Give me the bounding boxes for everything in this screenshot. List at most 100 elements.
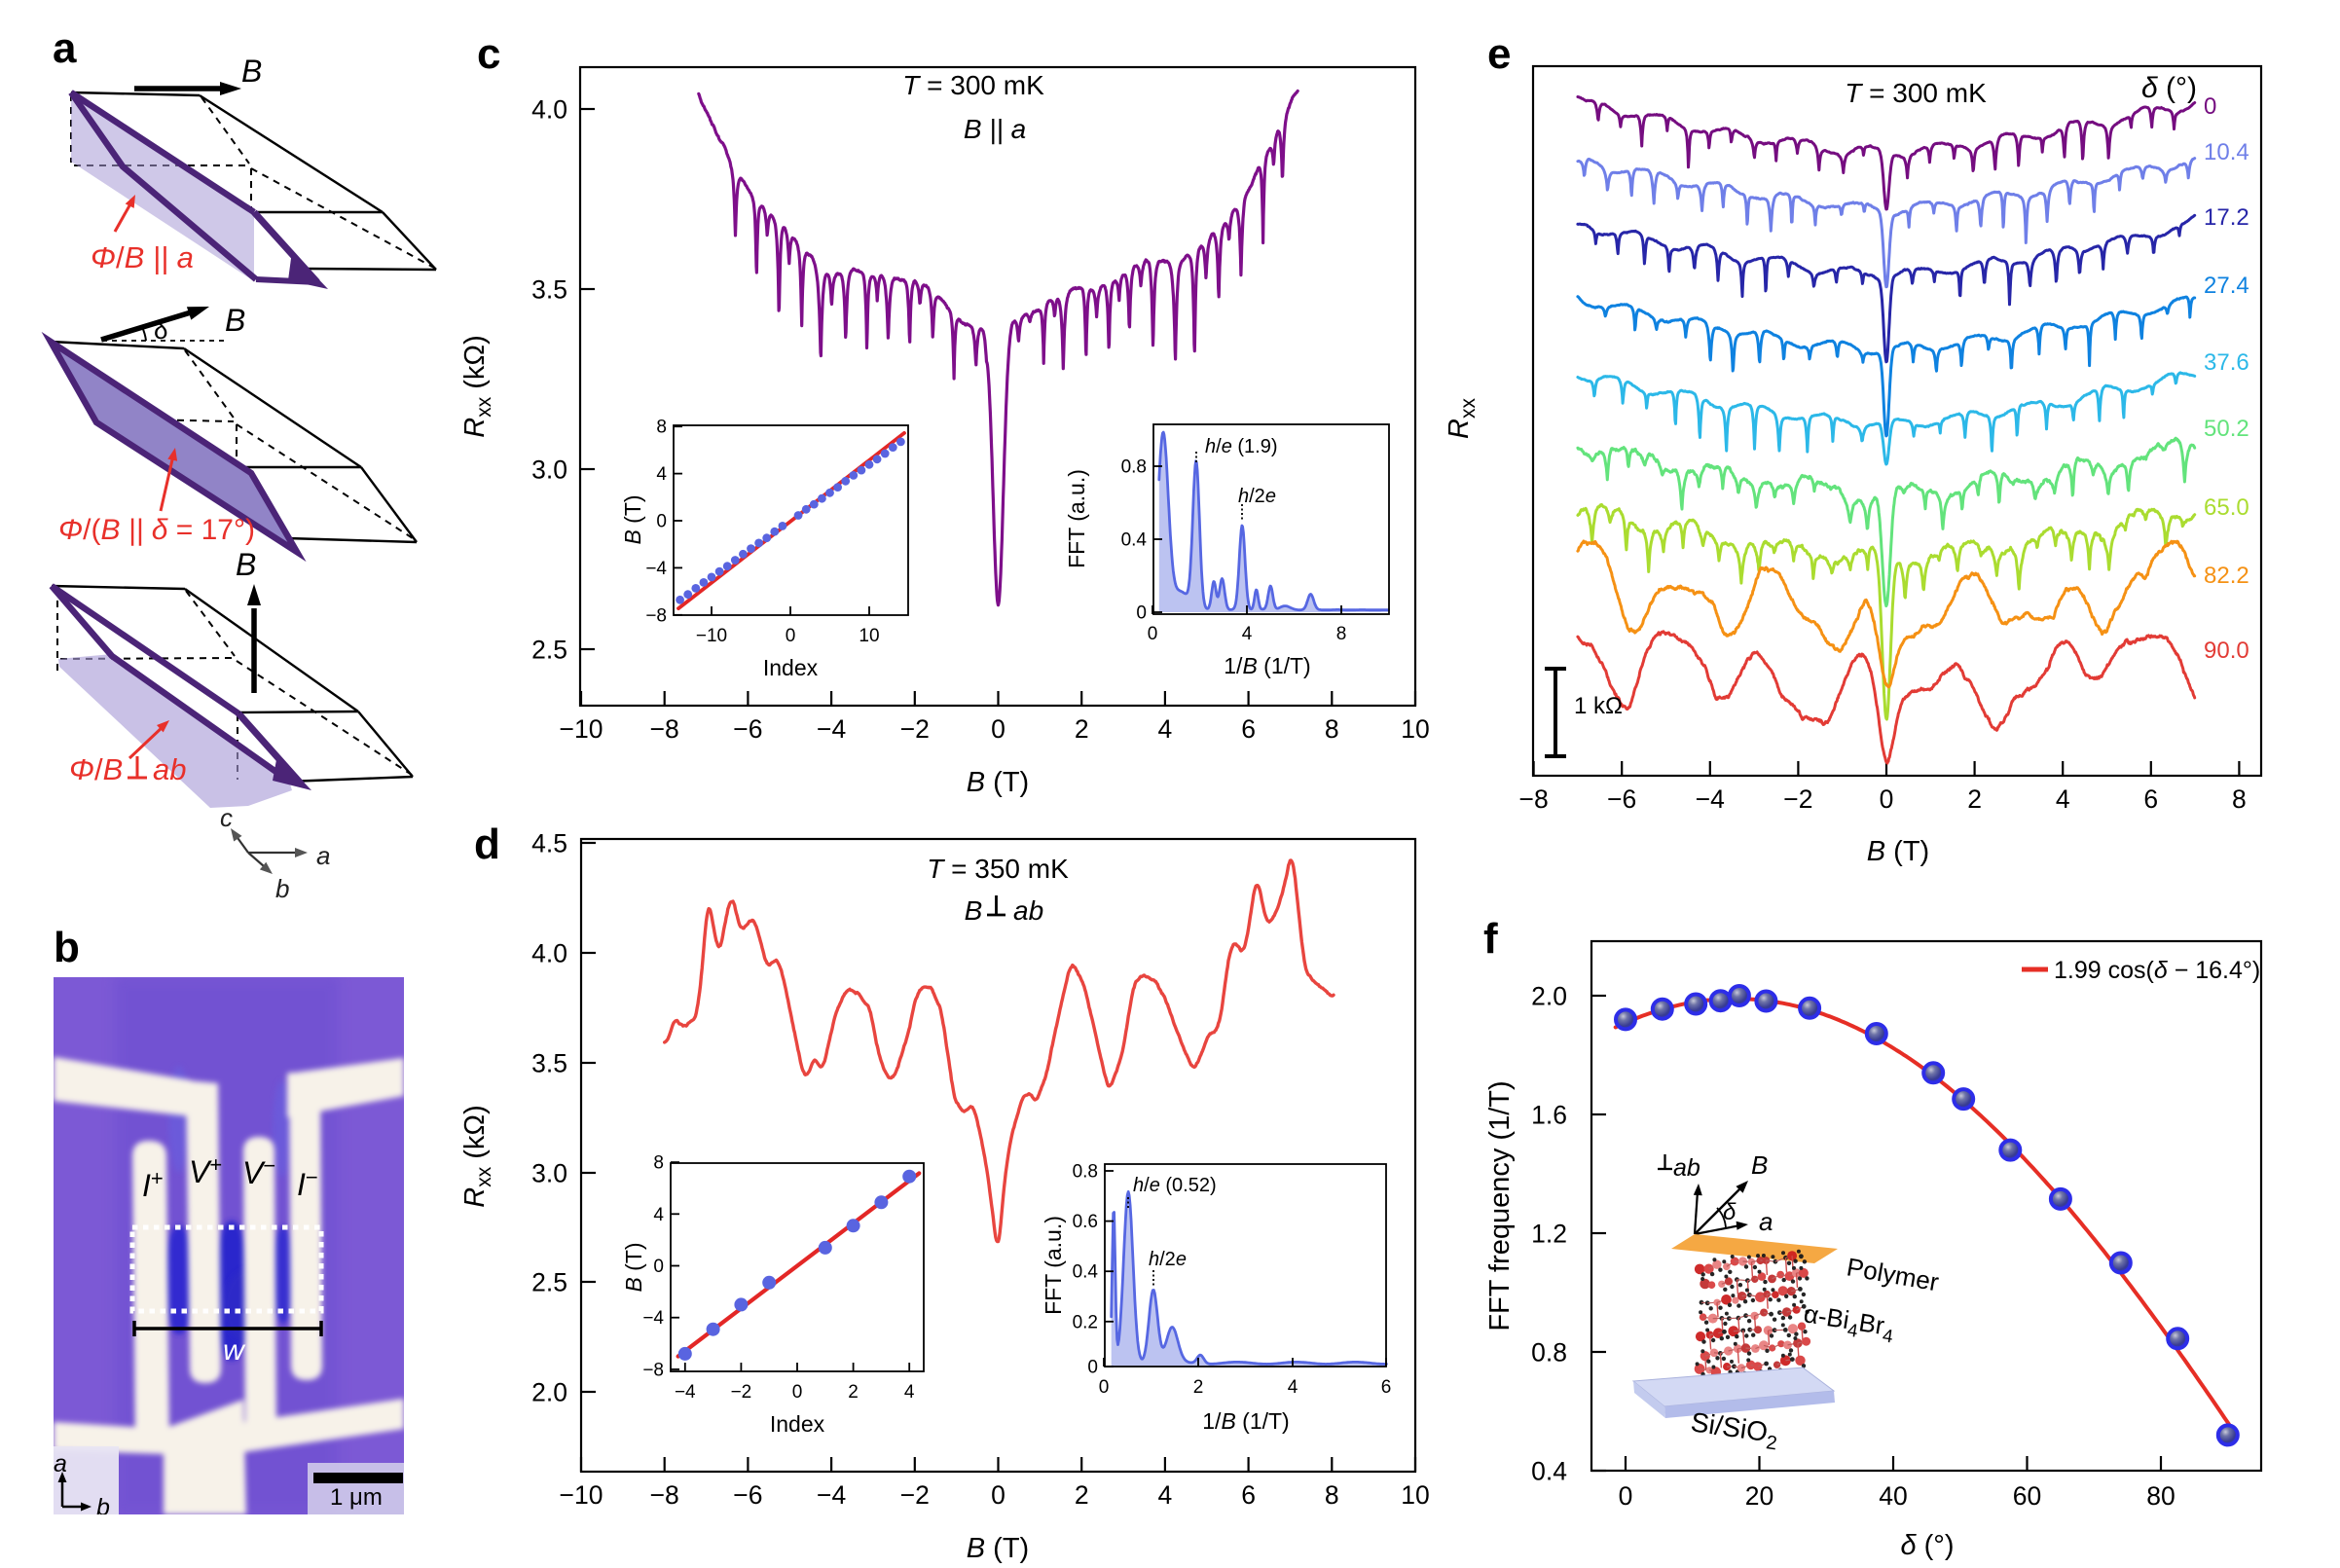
svg-text:w: w <box>223 1334 246 1367</box>
svg-text:90.0: 90.0 <box>2204 638 2249 664</box>
svg-text:δ: δ <box>154 315 167 345</box>
svg-text:0: 0 <box>1087 1358 1098 1378</box>
svg-text:2.5: 2.5 <box>531 1268 567 1297</box>
svg-text:8: 8 <box>1325 714 1339 744</box>
svg-text:2: 2 <box>1075 714 1089 744</box>
svg-text:0.4: 0.4 <box>1121 530 1148 551</box>
svg-text:2.0: 2.0 <box>1531 982 1567 1011</box>
svg-text:B (T): B (T) <box>1867 836 1929 867</box>
svg-text:B (T): B (T) <box>621 1242 646 1292</box>
svg-text:Φ/B || a: Φ/B || a <box>91 240 194 274</box>
svg-text:0: 0 <box>653 1257 664 1277</box>
svg-text:4.5: 4.5 <box>531 829 567 858</box>
svg-text:8: 8 <box>653 1153 664 1174</box>
svg-text:0.2: 0.2 <box>1073 1312 1098 1332</box>
svg-text:1.99 cos(δ − 16.4°): 1.99 cos(δ − 16.4°) <box>2054 957 2260 984</box>
svg-text:Index: Index <box>763 655 819 680</box>
svg-text:T = 300 mK: T = 300 mK <box>902 70 1044 100</box>
svg-text:FFT (a.u.): FFT (a.u.) <box>1041 1216 1066 1315</box>
svg-text:0: 0 <box>792 1382 803 1403</box>
svg-text:a: a <box>316 841 330 870</box>
svg-text:2: 2 <box>1967 784 1982 814</box>
svg-text:0.8: 0.8 <box>1073 1162 1098 1183</box>
svg-text:4: 4 <box>656 464 667 485</box>
svg-text:f: f <box>1483 915 1498 963</box>
svg-text:27.4: 27.4 <box>2204 273 2249 299</box>
svg-text:2.0: 2.0 <box>531 1378 567 1407</box>
svg-text:3.0: 3.0 <box>531 456 567 485</box>
svg-text:ab: ab <box>1673 1154 1700 1182</box>
svg-text:2: 2 <box>848 1382 859 1403</box>
svg-text:0: 0 <box>786 626 796 646</box>
svg-text:−2: −2 <box>900 714 930 744</box>
svg-text:−10: −10 <box>560 1480 603 1510</box>
svg-text:3.5: 3.5 <box>531 1049 567 1078</box>
svg-text:Φ/(B || δ = 17°): Φ/(B || δ = 17°) <box>58 514 255 546</box>
svg-text:B (T): B (T) <box>620 494 645 544</box>
svg-text:−4: −4 <box>645 559 667 579</box>
svg-text:6: 6 <box>2143 784 2158 814</box>
svg-text:1/B (1/T): 1/B (1/T) <box>1224 653 1310 678</box>
svg-text:a: a <box>53 24 77 72</box>
svg-text:1.2: 1.2 <box>1531 1220 1567 1249</box>
svg-text:37.6: 37.6 <box>2204 349 2249 376</box>
svg-text:6: 6 <box>1241 714 1256 744</box>
svg-text:B: B <box>236 547 256 582</box>
svg-text:8: 8 <box>2232 784 2247 814</box>
svg-text:−10: −10 <box>696 626 727 646</box>
svg-text:h/e (0.52): h/e (0.52) <box>1133 1175 1217 1196</box>
svg-text:10.4: 10.4 <box>2204 139 2249 165</box>
svg-text:δ (°): δ (°) <box>1900 1530 1954 1561</box>
svg-text:0.4: 0.4 <box>1073 1262 1099 1283</box>
svg-text:1 μm: 1 μm <box>330 1484 383 1511</box>
svg-text:Index: Index <box>770 1411 825 1437</box>
svg-text:80: 80 <box>2146 1481 2175 1511</box>
svg-text:17.2: 17.2 <box>2204 204 2249 231</box>
svg-text:10: 10 <box>1401 714 1429 744</box>
svg-text:−8: −8 <box>642 1360 664 1380</box>
svg-text:4.0: 4.0 <box>531 95 567 125</box>
svg-text:8: 8 <box>1336 624 1347 644</box>
svg-text:4: 4 <box>1158 714 1173 744</box>
svg-text:82.2: 82.2 <box>2204 563 2249 589</box>
svg-text:B: B <box>965 895 983 926</box>
svg-text:−4: −4 <box>642 1308 664 1329</box>
svg-text:4: 4 <box>1158 1480 1173 1510</box>
svg-text:δ (°): δ (°) <box>2141 72 2197 104</box>
svg-text:Rxx (kΩ): Rxx (kΩ) <box>459 335 495 438</box>
svg-text:b: b <box>275 874 289 903</box>
svg-text:FFT frequency (1/T): FFT frequency (1/T) <box>1484 1080 1516 1331</box>
svg-text:−10: −10 <box>560 714 603 744</box>
svg-text:−6: −6 <box>733 1480 762 1510</box>
svg-text:0: 0 <box>1619 1481 1633 1511</box>
svg-text:B: B <box>241 54 262 89</box>
svg-text:6: 6 <box>1381 1377 1392 1398</box>
svg-text:2: 2 <box>1193 1377 1204 1398</box>
svg-text:2.5: 2.5 <box>531 636 567 665</box>
svg-text:−2: −2 <box>1783 784 1812 814</box>
svg-text:10: 10 <box>859 626 879 646</box>
svg-text:δ: δ <box>1723 1199 1737 1225</box>
svg-text:−8: −8 <box>650 714 679 744</box>
svg-text:ab: ab <box>1013 895 1043 926</box>
svg-text:0: 0 <box>1880 784 1894 814</box>
svg-text:1.6: 1.6 <box>1531 1101 1567 1130</box>
svg-text:4: 4 <box>1242 624 1253 644</box>
svg-text:6: 6 <box>1241 1480 1256 1510</box>
svg-text:40: 40 <box>1879 1481 1907 1511</box>
svg-text:0.8: 0.8 <box>1121 457 1147 478</box>
svg-text:e: e <box>1487 30 1511 78</box>
svg-text:3.5: 3.5 <box>531 275 567 305</box>
svg-text:60: 60 <box>2013 1481 2041 1511</box>
svg-text:20: 20 <box>1745 1481 1773 1511</box>
svg-text:B (T): B (T) <box>967 1533 1029 1563</box>
svg-text:1 kΩ: 1 kΩ <box>1574 693 1623 719</box>
svg-text:h/2e: h/2e <box>1238 486 1276 507</box>
svg-text:Φ/B: Φ/B <box>69 752 123 786</box>
svg-text:0.6: 0.6 <box>1073 1212 1098 1232</box>
svg-text:−8: −8 <box>1518 784 1548 814</box>
svg-text:a: a <box>54 1450 67 1477</box>
svg-text:−2: −2 <box>900 1480 930 1510</box>
svg-text:−4: −4 <box>817 1480 846 1510</box>
svg-text:−2: −2 <box>731 1382 752 1403</box>
